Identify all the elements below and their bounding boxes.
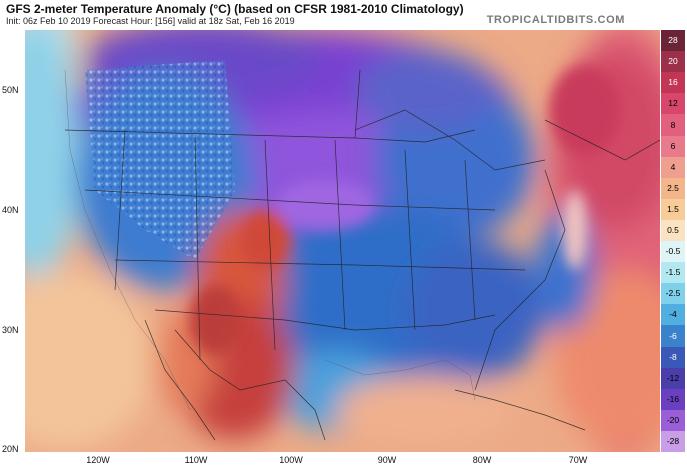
- colorbar-level: 12: [661, 93, 685, 114]
- lon-label-100w: 100W: [279, 455, 303, 465]
- lat-label-40n: 40N: [2, 205, 19, 215]
- temperature-anomaly-map: [25, 30, 660, 452]
- colorbar-level: -2.5: [661, 283, 685, 304]
- header: GFS 2-meter Temperature Anomaly (°C) (ba…: [0, 0, 687, 30]
- coastline: [64, 69, 476, 411]
- lat-label-30n: 30N: [2, 325, 19, 335]
- lon-label-110w: 110W: [184, 455, 208, 465]
- lat-label-20n: 20N: [2, 444, 19, 454]
- colorbar-level: -6: [661, 325, 685, 347]
- colorbar-level: 6: [661, 136, 685, 157]
- colorbar-level: 4: [661, 157, 685, 178]
- lat-label-50n: 50N: [2, 85, 19, 95]
- colorbar-level: -16: [661, 389, 685, 410]
- mountain-texture: [85, 60, 235, 260]
- brand-watermark: TROPICALTIDBITS.COM: [486, 14, 625, 26]
- colorbar-level: -1.5: [661, 262, 685, 283]
- colorbar-level: 8: [661, 114, 685, 136]
- lon-label-80w: 80W: [472, 455, 492, 465]
- lon-label-120w: 120W: [86, 455, 110, 465]
- forecast-info: Init: 06z Feb 10 2019 Forecast Hour: [15…: [6, 16, 295, 26]
- anomaly-accents: [190, 65, 620, 355]
- map-canvas: [25, 30, 660, 452]
- colorbar-level: 2.5: [661, 178, 685, 199]
- colorbar-level: -8: [661, 347, 685, 368]
- colorbar-level: -4: [661, 304, 685, 325]
- colorbar-level: -28: [661, 431, 685, 452]
- colorbar-level: 16: [661, 72, 685, 93]
- colorbar-level: -12: [661, 368, 685, 389]
- lon-label-70w: 70W: [568, 455, 588, 465]
- map-title: GFS 2-meter Temperature Anomaly (°C) (ba…: [6, 2, 464, 16]
- colorbar-level: -20: [661, 410, 685, 431]
- colorbar-level: -0.5: [661, 241, 685, 262]
- colorbar-level: 0.5: [661, 220, 685, 241]
- colorbar-legend: 28 20 16 12 8 6 4 2.5 1.5 0.5 -0.5 -1.5 -2.5 -4 -6 -8 -1…: [661, 30, 685, 452]
- colorbar-level: 28: [661, 30, 685, 51]
- colorbar-level: 1.5: [661, 199, 685, 220]
- colorbar-level: 20: [661, 51, 685, 72]
- lon-label-90w: 90W: [377, 455, 397, 465]
